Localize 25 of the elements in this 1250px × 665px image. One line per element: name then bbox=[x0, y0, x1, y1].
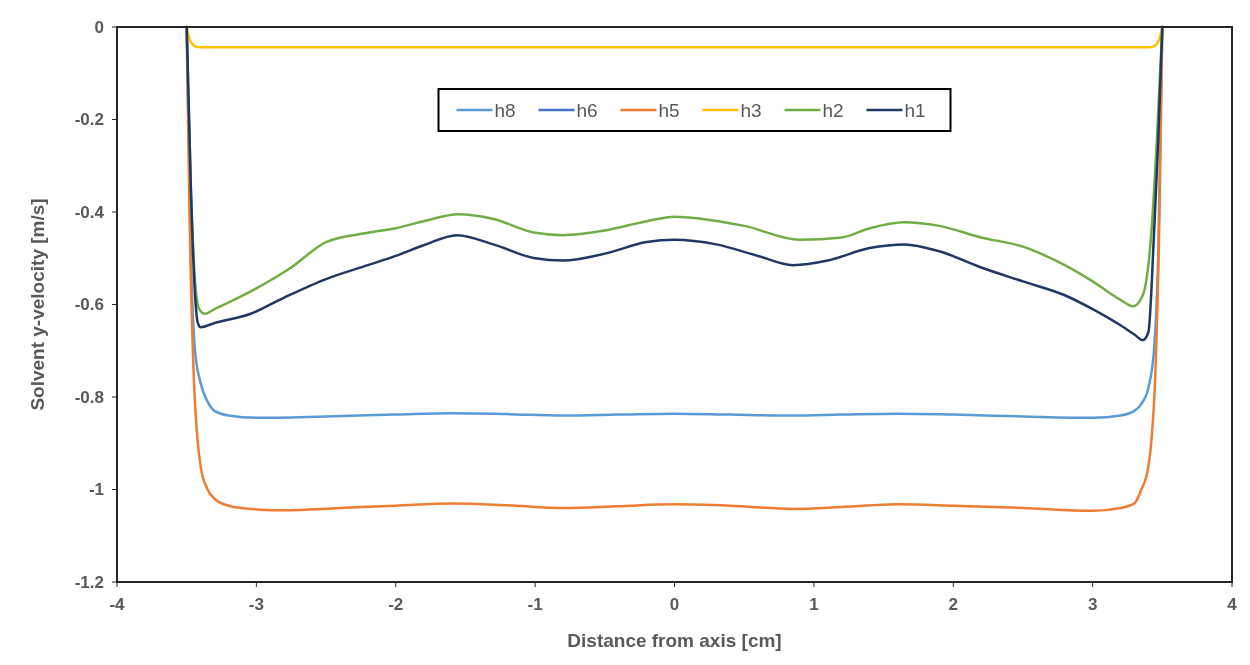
legend-label: h3 bbox=[740, 99, 762, 121]
y-axis-title: Solvent y-velocity [m/s] bbox=[27, 198, 48, 411]
legend-label: h5 bbox=[658, 99, 680, 121]
line-series bbox=[185, 25, 1164, 513]
x-tick-label: 0 bbox=[669, 595, 680, 614]
legend-label: h6 bbox=[576, 99, 598, 121]
x-axis-title: Distance from axis [cm] bbox=[567, 630, 782, 651]
y-tick-label: -1 bbox=[88, 480, 104, 500]
x-tick-label: 2 bbox=[948, 595, 958, 614]
x-tick-label: 1 bbox=[809, 595, 819, 614]
y-tick-label: 0 bbox=[94, 17, 104, 37]
y-tick-label: -0.8 bbox=[74, 387, 104, 407]
legend-label: h8 bbox=[494, 99, 516, 121]
x-tick-label: -1 bbox=[527, 595, 543, 614]
x-tick-label: -4 bbox=[109, 595, 126, 614]
legend-label: h2 bbox=[822, 99, 844, 121]
y-tick-label: -0.4 bbox=[74, 202, 105, 222]
y-tick-label: -0.2 bbox=[74, 110, 104, 130]
x-tick-label: -2 bbox=[388, 595, 404, 614]
x-tick-label: -3 bbox=[248, 595, 264, 614]
x-tick-label: 4 bbox=[1227, 595, 1238, 614]
y-tick-label: -0.6 bbox=[74, 295, 104, 315]
y-tick-label: -1.2 bbox=[74, 572, 104, 592]
x-tick-label: 3 bbox=[1087, 595, 1098, 614]
legend-label: h1 bbox=[904, 99, 926, 121]
